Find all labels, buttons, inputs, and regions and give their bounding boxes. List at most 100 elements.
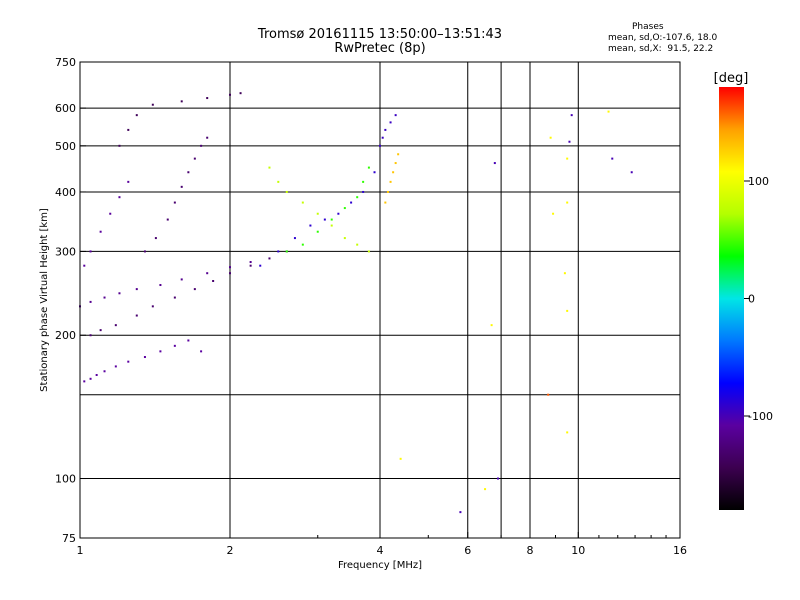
data-point xyxy=(259,264,262,267)
chart-title: Tromsø 20161115 13:50:00–13:51:43 xyxy=(257,27,503,42)
y-axis-ticks: 75 100 200 300 400 500 600 750 xyxy=(55,56,86,545)
data-point xyxy=(200,144,203,147)
data-point xyxy=(384,201,387,204)
data-point xyxy=(285,190,288,193)
x-tick-label: 1 xyxy=(77,544,84,557)
data-point xyxy=(547,393,550,396)
y-tick-label: 75 xyxy=(62,532,76,545)
data-point xyxy=(193,157,196,160)
data-point xyxy=(384,128,387,131)
data-point xyxy=(135,114,138,117)
data-point xyxy=(611,157,614,160)
data-point xyxy=(159,350,162,353)
data-point xyxy=(566,201,569,204)
data-point xyxy=(285,250,288,253)
data-point xyxy=(83,380,86,383)
data-point xyxy=(373,171,376,174)
colorbar-tick-label: 100 xyxy=(748,175,769,188)
data-point xyxy=(394,114,397,117)
data-point xyxy=(301,243,304,246)
data-point xyxy=(173,296,176,299)
colorbar-title: [deg] xyxy=(714,71,749,86)
data-point xyxy=(118,144,121,147)
data-point xyxy=(484,488,487,491)
data-point xyxy=(493,162,496,165)
data-point xyxy=(268,257,271,260)
data-point xyxy=(568,140,571,143)
data-point xyxy=(397,153,400,156)
data-point xyxy=(206,97,209,100)
data-point xyxy=(563,272,566,275)
data-point xyxy=(277,180,280,183)
data-point xyxy=(389,180,392,183)
data-point xyxy=(151,103,154,106)
data-point xyxy=(367,166,370,169)
data-point xyxy=(229,93,231,96)
data-point xyxy=(316,212,319,215)
data-point xyxy=(180,185,183,188)
data-point xyxy=(392,171,395,174)
data-point xyxy=(95,374,98,377)
data-point xyxy=(343,237,346,240)
y-tick-label: 200 xyxy=(55,329,76,342)
x-tick-label: 4 xyxy=(377,544,384,557)
y-tick-label: 100 xyxy=(55,473,76,486)
y-tick-label: 600 xyxy=(55,102,76,115)
data-point xyxy=(118,292,121,295)
phases-legend-o: mean, sd,O:-107.6, 18.0 xyxy=(608,33,718,43)
data-point xyxy=(135,288,138,291)
data-point xyxy=(103,370,106,373)
data-point xyxy=(566,431,569,434)
data-point xyxy=(180,278,183,281)
data-point xyxy=(206,272,209,275)
x-tick-label: 8 xyxy=(527,544,534,557)
data-point xyxy=(330,224,333,227)
y-axis-label: Stationary phase Virtual Height [km] xyxy=(39,208,50,392)
data-point xyxy=(249,264,252,267)
data-point xyxy=(229,266,231,269)
data-point xyxy=(109,212,112,215)
data-point xyxy=(173,344,176,347)
gridlines xyxy=(80,62,680,538)
data-point xyxy=(249,261,252,264)
data-point xyxy=(381,136,384,139)
data-point xyxy=(143,356,146,359)
data-point xyxy=(316,230,319,233)
data-point xyxy=(566,309,569,312)
data-point xyxy=(200,350,203,353)
data-point xyxy=(151,305,154,308)
data-point xyxy=(127,128,130,131)
data-point xyxy=(114,324,117,327)
data-point xyxy=(268,166,271,169)
data-point xyxy=(114,365,117,368)
x-tick-label: 2 xyxy=(227,544,234,557)
data-point xyxy=(239,92,242,95)
chart-subtitle: RwPretec (8p) xyxy=(334,41,426,56)
data-point xyxy=(206,136,209,139)
data-point xyxy=(490,324,493,327)
x-axis-ticks: 1 2 4 6 8 10 16 xyxy=(77,532,687,557)
data-point xyxy=(99,329,102,332)
data-point xyxy=(212,280,215,283)
data-point xyxy=(323,218,326,221)
data-point xyxy=(89,334,92,337)
data-point xyxy=(379,144,381,147)
data-point xyxy=(103,296,106,299)
data-point xyxy=(362,180,365,183)
colorbar-tick-label: -100 xyxy=(748,410,773,423)
data-point xyxy=(399,457,402,460)
data-point xyxy=(154,237,157,240)
data-point xyxy=(630,171,633,174)
data-point xyxy=(309,224,312,227)
data-point xyxy=(159,284,162,287)
y-tick-label: 750 xyxy=(55,56,76,69)
data-point xyxy=(173,201,176,204)
data-point xyxy=(187,171,190,174)
data-point xyxy=(394,162,397,165)
data-point xyxy=(277,250,280,253)
data-point xyxy=(552,212,555,215)
colorbar-ticks: 100 0 -100 xyxy=(744,175,773,423)
data-point xyxy=(549,136,552,139)
data-point xyxy=(135,314,138,317)
data-point xyxy=(127,360,130,363)
